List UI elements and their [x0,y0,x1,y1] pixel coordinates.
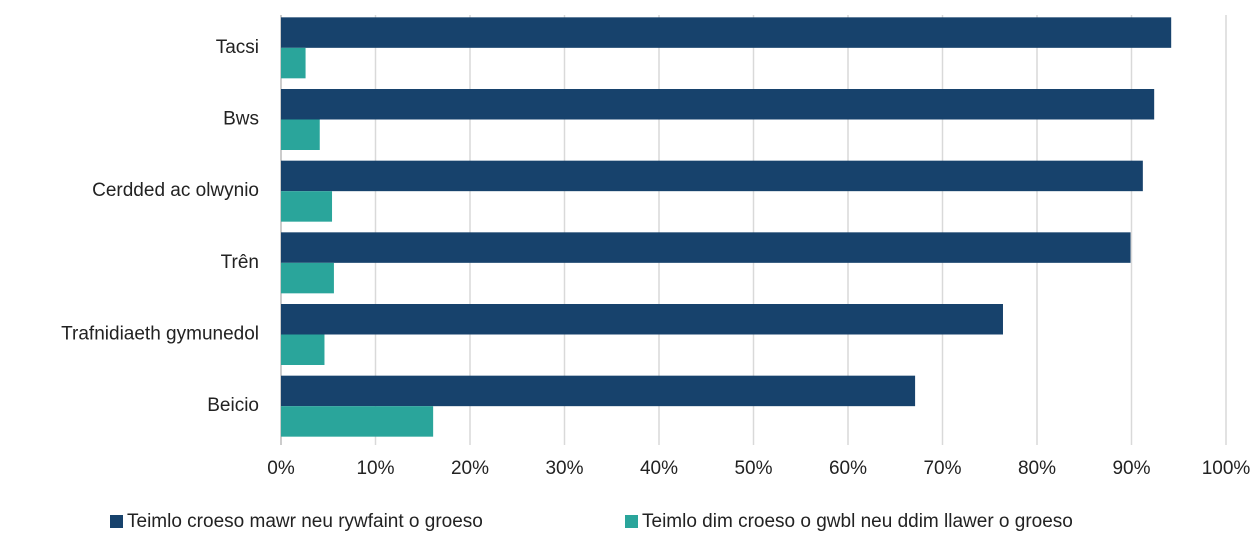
bar [281,304,1003,335]
bar [281,406,434,437]
x-tick-label: 0% [267,458,295,479]
x-tick-label: 60% [829,458,867,479]
x-tick-label: 100% [1202,458,1251,479]
x-tick-label: 70% [923,458,961,479]
legend-swatch [625,515,638,528]
legend-label: Teimlo dim croeso o gwbl neu ddim llawer… [642,511,1073,532]
x-tick-label: 20% [451,458,489,479]
bar [281,191,333,222]
bar [281,262,334,294]
legend-swatch [110,515,123,528]
x-tick-label: 90% [1112,458,1150,479]
x-tick-label: 50% [734,458,772,479]
bar [281,334,325,365]
x-tick-label: 40% [640,458,678,479]
y-tick-label: Bws [223,109,259,130]
bar [281,232,1131,263]
x-tick-label: 80% [1018,458,1056,479]
legend-label: Teimlo croeso mawr neu rywfaint o groeso [127,511,483,532]
x-tick-label: 30% [545,458,583,479]
y-tick-label: Cerdded ac olwynio [92,180,259,201]
bar [281,17,1172,48]
y-tick-label: Beicio [207,395,259,416]
bar [281,47,306,79]
y-tick-label: Trafnidiaeth gymunedol [61,324,259,345]
bar [281,119,320,150]
bar [281,375,916,407]
y-tick-label: Tacsi [216,37,259,58]
bar [281,89,1155,120]
bar [281,160,1143,192]
y-tick-label: Trên [221,252,259,273]
x-tick-label: 10% [356,458,394,479]
